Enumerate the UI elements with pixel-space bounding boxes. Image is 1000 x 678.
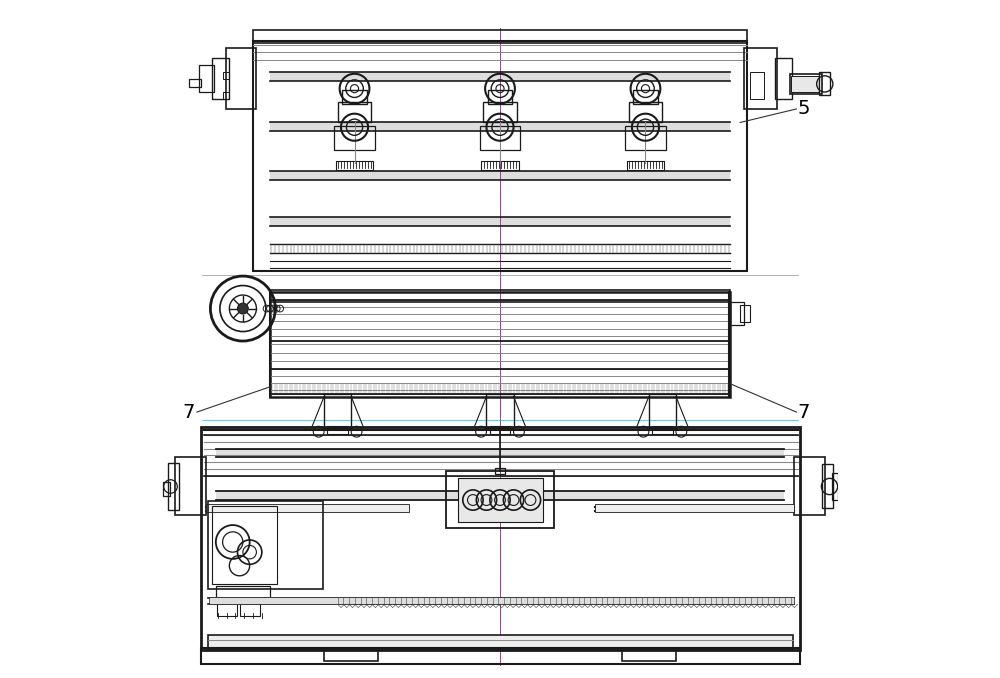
Bar: [819, 72, 830, 96]
Bar: [226, 48, 256, 109]
Bar: [206, 504, 409, 512]
Bar: [270, 290, 730, 302]
Bar: [481, 161, 519, 170]
Bar: [486, 395, 514, 428]
Bar: [209, 597, 794, 604]
Bar: [240, 601, 260, 616]
Bar: [327, 426, 348, 434]
Bar: [750, 72, 764, 99]
Bar: [483, 102, 517, 123]
Bar: [832, 473, 838, 500]
Bar: [212, 506, 277, 584]
Bar: [212, 58, 229, 99]
Bar: [595, 504, 794, 512]
Bar: [217, 601, 237, 616]
Bar: [791, 76, 819, 92]
Bar: [324, 395, 351, 428]
Bar: [490, 426, 510, 434]
Bar: [822, 464, 833, 508]
Bar: [495, 468, 505, 475]
Bar: [223, 92, 229, 99]
Bar: [740, 305, 750, 322]
Bar: [334, 126, 375, 150]
Bar: [163, 483, 170, 496]
Text: 5: 5: [798, 100, 810, 119]
Bar: [189, 79, 201, 87]
Bar: [253, 41, 747, 271]
Bar: [794, 458, 825, 515]
Bar: [625, 126, 666, 150]
Bar: [480, 126, 520, 150]
Text: 7: 7: [798, 403, 810, 422]
Bar: [744, 48, 777, 109]
Bar: [208, 635, 793, 649]
Bar: [270, 292, 730, 397]
Bar: [336, 161, 373, 170]
Bar: [730, 302, 744, 325]
Bar: [458, 478, 543, 521]
Bar: [775, 58, 792, 99]
Bar: [216, 492, 784, 500]
Bar: [270, 172, 730, 180]
Bar: [488, 90, 512, 104]
Bar: [253, 31, 747, 43]
Bar: [175, 458, 206, 515]
Text: 7: 7: [182, 403, 194, 422]
Bar: [338, 102, 371, 123]
Bar: [324, 647, 378, 661]
Bar: [342, 90, 367, 104]
Bar: [627, 161, 664, 170]
Bar: [790, 74, 822, 94]
Bar: [199, 65, 214, 92]
Bar: [208, 502, 323, 589]
Bar: [201, 427, 800, 650]
Bar: [216, 586, 270, 603]
Bar: [652, 426, 673, 434]
Bar: [622, 647, 676, 661]
Bar: [270, 217, 730, 226]
Bar: [270, 123, 730, 132]
Bar: [633, 90, 658, 104]
Bar: [270, 72, 730, 81]
Bar: [201, 647, 800, 664]
Bar: [168, 464, 179, 509]
Bar: [223, 72, 229, 79]
Bar: [629, 102, 662, 123]
Circle shape: [237, 303, 248, 314]
Bar: [216, 449, 784, 458]
Bar: [649, 395, 676, 428]
Bar: [446, 471, 554, 528]
